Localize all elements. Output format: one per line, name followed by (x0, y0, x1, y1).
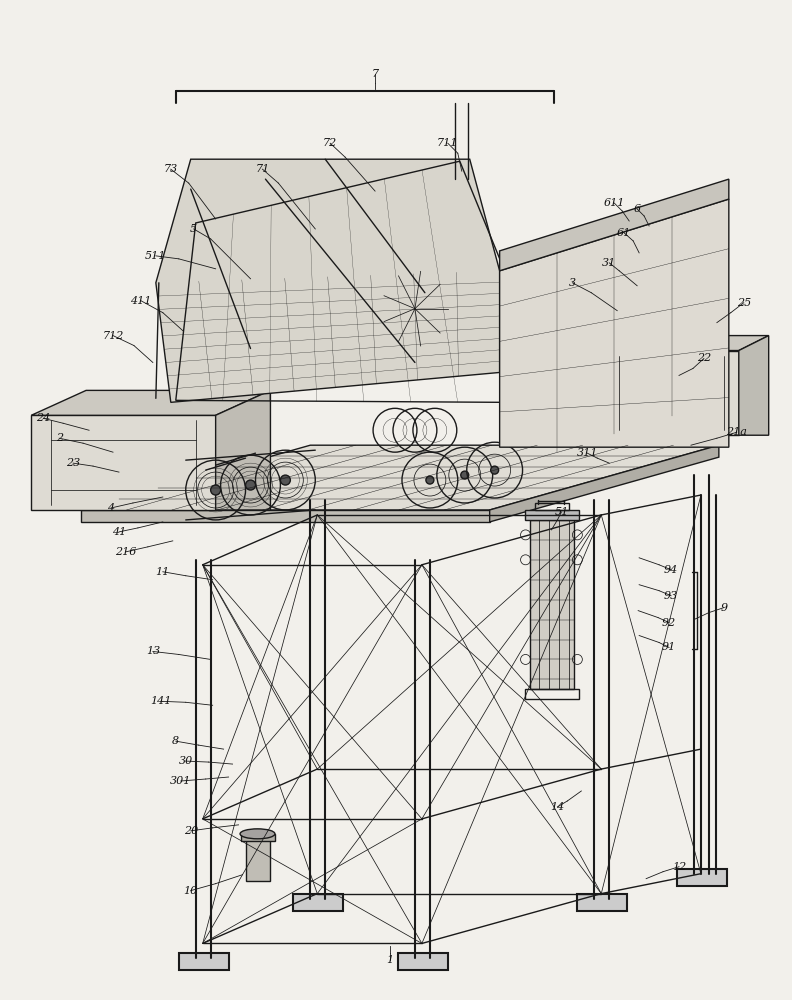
Text: 711: 711 (437, 138, 459, 148)
Text: 72: 72 (323, 138, 337, 148)
Text: 23: 23 (66, 458, 80, 468)
Text: 411: 411 (130, 296, 151, 306)
Text: 1: 1 (386, 955, 394, 965)
Polygon shape (81, 445, 719, 510)
Text: 611: 611 (604, 198, 625, 208)
Circle shape (491, 466, 499, 474)
Polygon shape (156, 159, 500, 402)
Text: 10: 10 (184, 886, 198, 896)
Polygon shape (370, 261, 400, 281)
Polygon shape (447, 281, 460, 306)
Text: 141: 141 (150, 696, 172, 706)
Ellipse shape (240, 829, 275, 839)
Circle shape (367, 253, 403, 289)
Text: 92: 92 (662, 618, 676, 628)
Polygon shape (739, 336, 769, 435)
Polygon shape (31, 390, 270, 415)
Polygon shape (530, 520, 574, 689)
Text: 6: 6 (634, 204, 641, 214)
Text: 24: 24 (36, 413, 51, 423)
Polygon shape (577, 894, 627, 911)
Text: 91: 91 (662, 642, 676, 652)
Text: 25: 25 (737, 298, 751, 308)
Polygon shape (246, 839, 270, 881)
Polygon shape (500, 179, 729, 271)
Circle shape (280, 475, 291, 485)
Polygon shape (241, 834, 276, 841)
Text: 8: 8 (172, 736, 179, 746)
Text: 51: 51 (554, 507, 569, 517)
Text: 11: 11 (156, 567, 170, 577)
Polygon shape (276, 356, 440, 368)
Circle shape (380, 274, 450, 344)
Text: 13: 13 (146, 646, 160, 656)
Text: 14: 14 (550, 802, 565, 812)
Ellipse shape (378, 264, 452, 354)
Circle shape (246, 480, 256, 490)
Text: 3: 3 (569, 278, 576, 288)
Text: 12: 12 (672, 862, 686, 872)
Polygon shape (500, 199, 729, 447)
Polygon shape (524, 510, 580, 520)
Circle shape (426, 476, 434, 484)
Polygon shape (280, 259, 450, 356)
Text: 2: 2 (55, 433, 63, 443)
Circle shape (461, 471, 469, 479)
Polygon shape (398, 953, 447, 970)
Text: 94: 94 (664, 565, 678, 575)
Circle shape (211, 485, 221, 495)
Polygon shape (604, 351, 739, 435)
Polygon shape (293, 894, 343, 911)
Text: 4: 4 (108, 503, 115, 513)
Text: 30: 30 (179, 756, 193, 766)
Text: 93: 93 (664, 591, 678, 601)
Polygon shape (31, 415, 215, 510)
Polygon shape (604, 336, 769, 351)
Polygon shape (677, 869, 727, 886)
Text: 71: 71 (255, 164, 269, 174)
Text: 41: 41 (112, 527, 126, 537)
Text: 31: 31 (602, 258, 616, 268)
Polygon shape (179, 953, 229, 970)
Text: 311: 311 (577, 448, 598, 458)
Polygon shape (81, 510, 489, 522)
Text: 21a: 21a (726, 427, 747, 437)
Text: 7: 7 (371, 69, 379, 79)
Circle shape (403, 297, 427, 321)
Text: 5: 5 (190, 224, 197, 234)
Text: 20: 20 (184, 826, 198, 836)
Text: 22: 22 (697, 353, 711, 363)
Text: 712: 712 (102, 331, 124, 341)
Text: 61: 61 (617, 228, 631, 238)
Text: 9: 9 (720, 603, 727, 613)
Polygon shape (215, 390, 270, 510)
Text: 73: 73 (164, 164, 178, 174)
Polygon shape (489, 445, 719, 522)
Text: 511: 511 (145, 251, 166, 261)
Text: 301: 301 (170, 776, 192, 786)
Polygon shape (447, 311, 460, 336)
Text: 216: 216 (116, 547, 137, 557)
